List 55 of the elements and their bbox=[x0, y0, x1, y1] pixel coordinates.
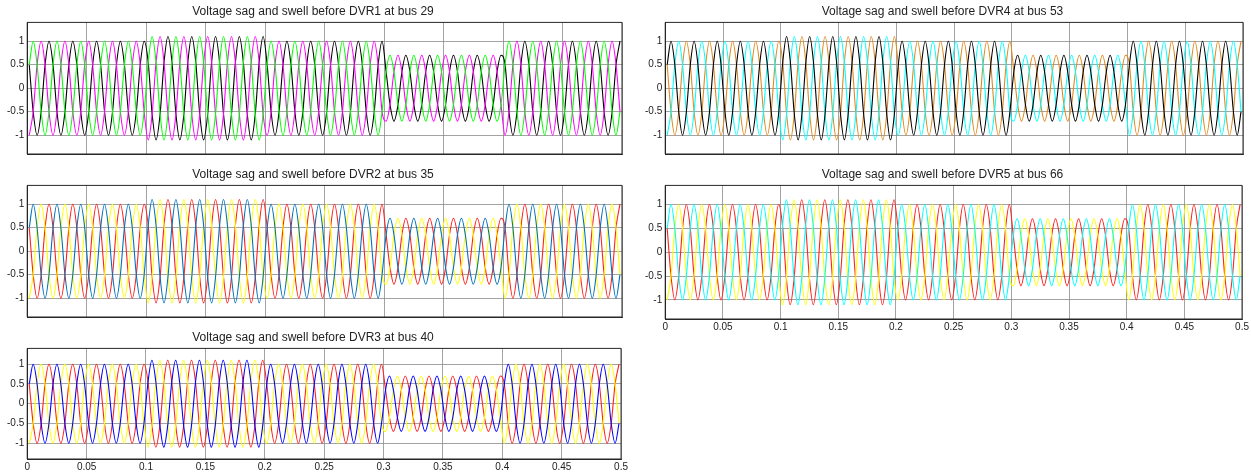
y-tick-label: 1 bbox=[18, 34, 25, 46]
x-tick-label: 0.5 bbox=[614, 460, 629, 472]
y-tick-label: -0.5 bbox=[645, 269, 663, 281]
y-tick-label: -0.5 bbox=[7, 268, 25, 280]
x-tick-label: 0.25 bbox=[314, 460, 335, 472]
y-tick-label: -1 bbox=[653, 293, 663, 305]
y-tick-label: 0 bbox=[18, 81, 25, 93]
y-tick-label: -1 bbox=[15, 128, 25, 140]
chart-title: Voltage sag and swell before DVR3 at bus 40 bbox=[192, 329, 435, 344]
x-tick-label: 0.15 bbox=[828, 320, 849, 332]
y-tick-label: 0.5 bbox=[10, 377, 25, 389]
x-tick-label: 0.2 bbox=[257, 460, 273, 472]
x-tick-label: 0.35 bbox=[433, 460, 454, 472]
y-tick-label: 0 bbox=[656, 245, 663, 257]
x-tick-label: 0.5 bbox=[1235, 320, 1250, 332]
x-tick-label: 0.2 bbox=[889, 320, 904, 332]
y-tick-label: 0.5 bbox=[10, 221, 25, 233]
y-tick-label: 0 bbox=[18, 244, 25, 256]
x-tick-label: 0.4 bbox=[1119, 320, 1135, 332]
x-tick-label: 0.05 bbox=[713, 320, 734, 332]
y-tick-label: 0.5 bbox=[648, 222, 663, 234]
y-tick-label: 0.5 bbox=[648, 58, 663, 70]
y-tick-label: 0.5 bbox=[10, 58, 25, 70]
x-tick-label: 0.15 bbox=[195, 460, 216, 472]
x-tick-label: 0.05 bbox=[76, 460, 97, 472]
x-tick-label: 0.1 bbox=[139, 460, 154, 472]
y-tick-label: -0.5 bbox=[645, 105, 663, 117]
chart-title: Voltage sag and swell before DVR1 at bus 29 bbox=[192, 3, 435, 18]
y-tick-label: -0.5 bbox=[7, 417, 25, 429]
line-series bbox=[28, 359, 620, 448]
y-tick-label: -1 bbox=[15, 436, 25, 448]
chart-title: Voltage sag and swell before DVR4 at bus 53 bbox=[821, 3, 1064, 18]
y-tick-label: 1 bbox=[18, 357, 25, 369]
y-tick-label: 1 bbox=[656, 34, 663, 46]
line-series bbox=[666, 199, 1241, 306]
x-tick-label: 0.45 bbox=[551, 460, 572, 472]
chart-title: Voltage sag and swell before DVR5 at bus 66 bbox=[821, 166, 1064, 181]
x-tick-label: 0.25 bbox=[943, 320, 964, 332]
x-tick-label: 0.3 bbox=[1004, 320, 1019, 332]
x-tick-label: 0.1 bbox=[773, 320, 788, 332]
y-tick-label: 1 bbox=[18, 197, 25, 209]
x-tick-label: 0.3 bbox=[376, 460, 391, 472]
y-tick-label: 0 bbox=[656, 81, 663, 93]
y-tick-label: 1 bbox=[656, 198, 663, 210]
line-series bbox=[28, 198, 621, 304]
y-tick-label: -1 bbox=[653, 128, 663, 140]
x-tick-label: 0.35 bbox=[1059, 320, 1080, 332]
chart-title: Voltage sag and swell before DVR2 at bus 35 bbox=[192, 166, 435, 181]
line-series bbox=[666, 35, 1242, 141]
y-tick-label: -0.5 bbox=[7, 105, 25, 117]
x-tick-label: 0.4 bbox=[495, 460, 510, 472]
y-tick-label: 0 bbox=[18, 397, 25, 409]
x-tick-label: 0.45 bbox=[1174, 320, 1195, 332]
y-tick-label: -1 bbox=[15, 291, 25, 303]
line-series bbox=[28, 35, 621, 141]
